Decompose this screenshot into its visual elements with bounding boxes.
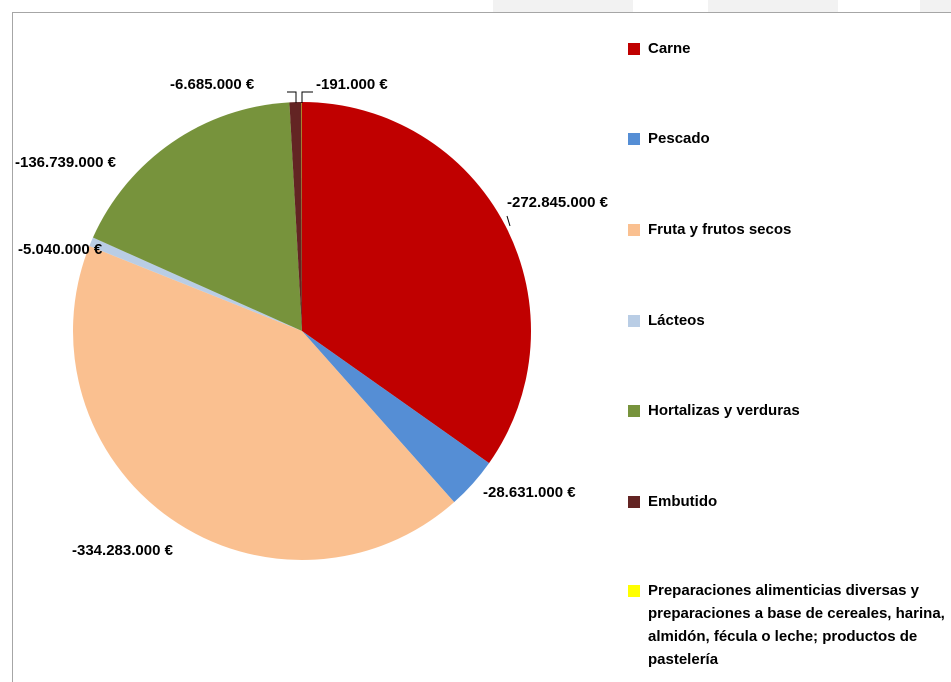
legend-swatch: [628, 405, 640, 417]
pie-slice: [289, 102, 302, 331]
legend-swatch: [628, 43, 640, 55]
data-label: -272.845.000 €: [507, 194, 609, 211]
legend-item: Hortalizas y verduras: [628, 399, 948, 422]
data-label: -334.283.000 €: [72, 542, 174, 559]
background-band: [920, 0, 951, 12]
legend-swatch: [628, 224, 640, 236]
leader-line: [301, 91, 313, 103]
legend-label: Preparaciones alimenticias diversas y pr…: [648, 582, 945, 668]
data-label: -5.040.000 €: [18, 241, 103, 258]
legend-item: Carne: [628, 37, 948, 60]
legend-label: Pescado: [648, 130, 710, 147]
pie: [73, 102, 531, 561]
legend-swatch: [628, 496, 640, 508]
pie-slice: [302, 331, 490, 503]
data-label: -28.631.000 €: [483, 484, 576, 501]
legend-label: Fruta y frutos secos: [648, 221, 792, 238]
leader-line: [506, 215, 511, 227]
legend-item: Fruta y frutos secos: [628, 218, 948, 241]
legend-label: Hortalizas y verduras: [648, 402, 800, 419]
background-band: [493, 0, 633, 12]
data-labels: -272.845.000 € -28.631.000 € -334.283.000 …: [15, 76, 609, 559]
background-band: [708, 0, 838, 12]
legend-label: Lácteos: [648, 312, 705, 329]
legend-swatch: [628, 585, 640, 597]
pie-slice: [92, 102, 302, 331]
legend-swatch: [628, 133, 640, 145]
legend-item: Lácteos: [628, 309, 948, 332]
data-label: -6.685.000 €: [170, 76, 255, 93]
legend-item: Pescado: [628, 127, 948, 150]
pie-slice: [73, 246, 455, 561]
legend-item: Embutido: [628, 490, 948, 513]
pie-slice: [302, 102, 531, 464]
data-label: -191.000 €: [316, 76, 388, 93]
leader-line: [287, 91, 297, 103]
pie-slice: [89, 237, 303, 331]
legend-item: Preparaciones alimenticias diversas y pr…: [628, 579, 948, 671]
legend-label: Embutido: [648, 493, 718, 510]
chart-frame: [12, 12, 951, 682]
legend-swatch: [628, 315, 640, 327]
legend-label: Carne: [648, 40, 691, 57]
data-label: -136.739.000 €: [15, 154, 117, 171]
